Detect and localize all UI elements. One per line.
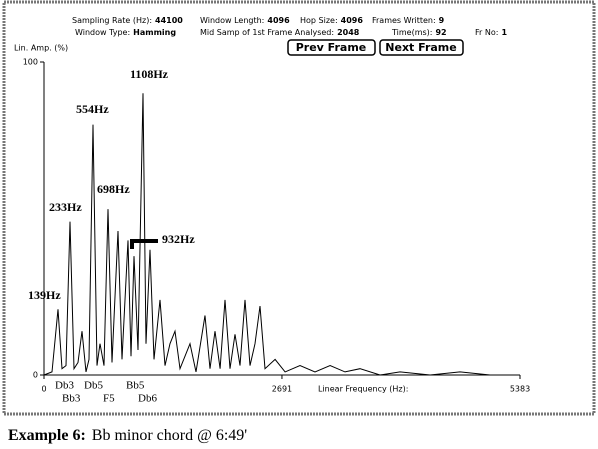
note-label: F5 (103, 393, 115, 405)
header-field: Hop Size: 4096 (300, 16, 363, 25)
header-field: Sampling Rate (Hz): 44100 (72, 16, 183, 25)
field-value: 4096 (341, 16, 364, 25)
field-label: Frames Written: (372, 16, 436, 25)
caption-text: Bb minor chord @ 6:49' (92, 427, 248, 444)
note-label: Db3 (55, 380, 74, 392)
caption: Example 6: Bb minor chord @ 6:49' (8, 427, 247, 444)
x-axis-label: Linear Frequency (Hz): (318, 385, 408, 394)
button-frame (287, 39, 376, 56)
button-frame (379, 39, 464, 56)
field-label: Window Type: (75, 28, 130, 37)
caption-label: Example 6: (8, 427, 86, 444)
note-label: Db6 (138, 393, 157, 405)
peak-annotation: 233Hz (49, 200, 82, 214)
field-value: 9 (439, 16, 445, 25)
x-tick-label: 0 (41, 385, 46, 394)
peak-annotation: 1108Hz (130, 67, 169, 81)
header-field: Frames Written: 9 (372, 16, 445, 25)
field-value: 92 (435, 28, 446, 37)
y-tick-label: 100 (23, 58, 38, 67)
note-label: Bb3 (62, 393, 81, 405)
bracket-marker (130, 239, 158, 249)
peak-annotation: 932Hz (162, 232, 195, 246)
header-field: Window Length: 4096 (200, 16, 290, 25)
button-label[interactable]: Next Frame (385, 41, 456, 54)
field-label: Fr No: (475, 28, 498, 37)
field-label: Mid Samp of 1st Frame Analysed: (200, 28, 334, 37)
header-field: Window Type: Hamming (75, 28, 176, 37)
peak-annotation: 698Hz (97, 182, 130, 196)
field-label: Time(ms): (391, 28, 432, 37)
y-tick-label: 0 (33, 371, 38, 380)
field-value: 44100 (155, 16, 183, 25)
field-value: 2048 (337, 28, 360, 37)
x-tick-label: 5383 (510, 385, 530, 394)
spectrum-line (43, 93, 520, 376)
field-value: 1 (501, 28, 507, 37)
next-button[interactable]: Next Frame (379, 39, 464, 56)
field-label: Sampling Rate (Hz): (72, 16, 152, 25)
x-tick-label: 2691 (272, 385, 292, 394)
y-axis-label: Lin. Amp. (%) (14, 44, 68, 53)
peak-annotation: 139Hz (28, 288, 61, 302)
note-label: Bb5 (126, 380, 145, 392)
note-label: Db5 (84, 380, 103, 392)
field-label: Hop Size: (300, 16, 338, 25)
field-value: 4096 (267, 16, 290, 25)
peak-annotation: 554Hz (76, 102, 109, 116)
field-value: Hamming (133, 28, 176, 37)
window-frame (2, 0, 596, 416)
prev-button[interactable]: Prev Frame (287, 39, 376, 56)
field-label: Window Length: (200, 16, 264, 25)
header-field: Fr No: 1 (475, 28, 507, 37)
header-field: Time(ms): 92 (391, 28, 447, 37)
button-label[interactable]: Prev Frame (296, 41, 367, 54)
header-field: Mid Samp of 1st Frame Analysed: 2048 (200, 28, 360, 37)
